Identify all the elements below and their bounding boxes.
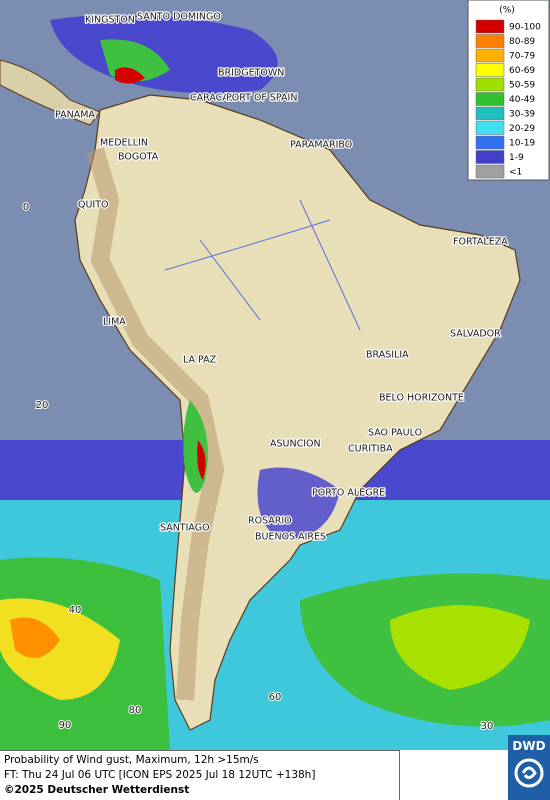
city-label: BRASILIA <box>366 350 409 361</box>
wind-area <box>10 617 60 658</box>
city-label: SANTIAGO <box>160 523 210 534</box>
city-label: PORT OF SPAIN <box>226 93 297 104</box>
city-label: BUENOS AIRES <box>255 532 326 543</box>
footer-line: FT: Thu 24 Jul 06 UTC [ICON EPS 2025 Jul… <box>4 769 316 781</box>
graticule-label: 0 <box>23 202 29 213</box>
city-label: QUITO <box>78 200 109 211</box>
legend-swatch <box>475 77 505 92</box>
legend-label: <1 <box>509 168 522 178</box>
legend-swatch <box>475 48 505 63</box>
city-label: KINGSTON <box>85 15 135 26</box>
graticule-label: 60 <box>269 692 282 703</box>
city-label: CURITIBA <box>348 444 393 455</box>
graticule-label: 40 <box>69 605 82 616</box>
footer-line: ©2025 Deutscher Wetterdienst <box>4 784 190 796</box>
city-label: PORTO ALEGRE <box>312 488 385 499</box>
wind-area <box>50 14 278 94</box>
city-label: LA PAZ <box>183 355 217 366</box>
legend-label: 90-100 <box>509 23 541 33</box>
wind-area <box>257 467 340 540</box>
city-label: MEDELLIN <box>100 138 148 149</box>
legend-title: (%) <box>499 6 515 16</box>
legend-swatch <box>475 34 505 48</box>
city-label: BELO HORIZONTE <box>379 393 464 404</box>
legend-label: 50-59 <box>509 81 535 91</box>
legend-label: 20-29 <box>509 124 535 134</box>
land <box>74 94 521 731</box>
footer: Probability of Wind gust, Maximum, 12h >… <box>0 750 400 800</box>
wind-area <box>390 605 530 690</box>
wind-area <box>197 440 206 480</box>
land <box>0 59 101 126</box>
city-label: BRIDGETOWN <box>218 68 284 79</box>
legend-swatch <box>475 164 505 179</box>
legend-label: 30-39 <box>509 110 535 120</box>
graticule-label: 80 <box>129 705 142 716</box>
map: KINGSTON SANTO DOMINGOBRIDGETOWNCARACASPO… <box>0 0 550 750</box>
city-label: SAO PAULO <box>368 428 422 439</box>
legend-label: 80-89 <box>509 37 535 47</box>
legend-label: 70-79 <box>509 52 535 62</box>
legend-swatch <box>475 19 505 34</box>
graticule-label: 20 <box>36 400 49 411</box>
graticule-label: 30 <box>481 721 494 732</box>
andes <box>86 147 225 701</box>
wind-area <box>115 67 145 84</box>
legend-label: 10-19 <box>509 139 535 149</box>
graticule-label: 90 <box>59 720 72 731</box>
legend-swatch <box>475 92 505 106</box>
city-label: PARAMARIBO <box>290 140 352 151</box>
legend-swatch <box>475 63 505 77</box>
legend-swatch <box>475 135 505 150</box>
city-label: LIMA <box>103 317 126 328</box>
legend: (%) 90-100 80-89 70-79 60-69 50-59 40-49 30-39… <box>467 0 550 181</box>
city-label: BOGOTA <box>118 152 159 163</box>
river <box>164 199 361 331</box>
city-label: FORTALEZA <box>453 237 508 248</box>
legend-label: 1-9 <box>509 153 524 163</box>
city-label: CARACAS <box>190 93 235 104</box>
logo: DWD <box>508 735 550 800</box>
legend-label: 40-49 <box>509 95 535 105</box>
city-label: SANTO DOMINGO <box>137 12 221 23</box>
legend-swatch <box>475 150 505 164</box>
city-label: ROSARIO <box>248 516 292 527</box>
footer-line: Probability of Wind gust, Maximum, 12h >… <box>4 754 259 766</box>
city-label: PANAMA <box>55 110 95 121</box>
legend-label: 60-69 <box>509 66 535 76</box>
city-label: SALVADOR <box>450 329 501 340</box>
city-label: ASUNCION <box>270 439 321 450</box>
legend-swatch <box>475 106 505 121</box>
logo-icon <box>514 758 544 788</box>
logo-text: DWD <box>512 739 546 753</box>
legend-swatch <box>475 121 505 135</box>
